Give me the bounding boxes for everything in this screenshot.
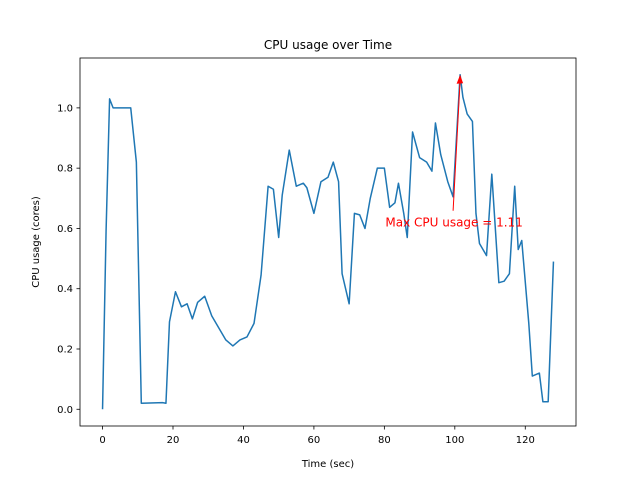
x-tick-label: 60 [308,435,321,446]
x-tick-label: 120 [516,435,535,446]
y-tick-label: 1.0 [57,103,73,114]
y-tick-label: 0.6 [57,224,73,235]
y-tick-label: 0.4 [57,284,73,295]
plot-frame [79,57,577,427]
chart-title: CPU usage over Time [264,38,392,52]
x-axis-label: Time (sec) [301,459,354,470]
line-series [101,73,555,410]
x-tick-label: 0 [99,435,105,446]
y-tick-label: 0.0 [57,405,73,416]
x-tick-label: 80 [378,435,391,446]
annotation-arrowhead [456,74,464,84]
y-tick-label: 0.2 [57,344,73,355]
y-axis-label: CPU usage (cores) [31,196,42,288]
annotation-arrow [452,80,461,211]
x-tick-label: 100 [445,435,464,446]
x-tick-label: 40 [237,435,250,446]
y-tick-label: 0.8 [57,164,73,175]
annotation-text: Max CPU usage = 1.11 [385,216,522,230]
x-tick-label: 20 [167,435,180,446]
